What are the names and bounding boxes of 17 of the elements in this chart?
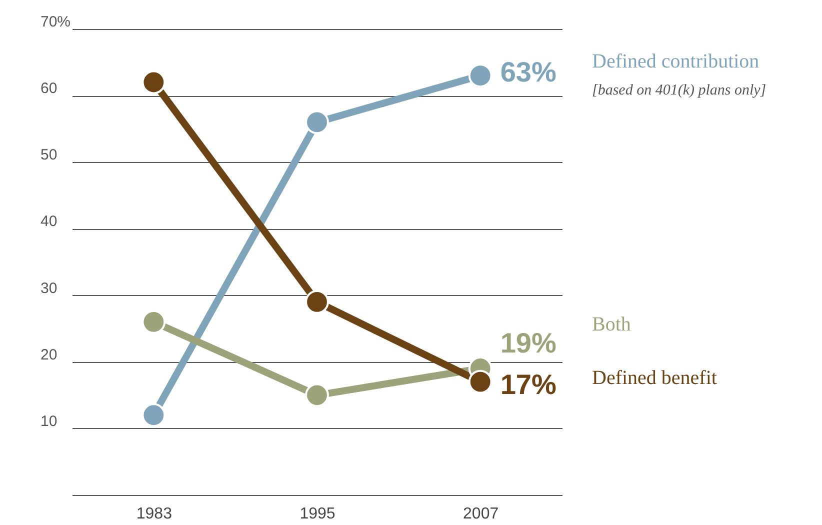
y-tick-label: 70% (40, 14, 71, 30)
y-tick-label: 40 (40, 213, 58, 230)
y-tick-label: 50 (40, 146, 58, 164)
y-tick-label: 20 (40, 346, 58, 364)
text: Both (592, 314, 631, 336)
text: Defined benefit (592, 366, 718, 389)
y-tick-label: 30 (40, 280, 58, 297)
x-tick-label: 1983 (136, 506, 172, 522)
data-label: 19% (500, 328, 556, 359)
data-label: 63% (500, 56, 556, 88)
text: [based on 401(k) plans only] (592, 82, 766, 99)
y-tick-label: 10 (40, 412, 58, 430)
x-tick-label: 1995 (300, 506, 336, 522)
x-tick-label: 2007 (463, 506, 499, 522)
data-label: 17% (500, 368, 556, 400)
text: Defined contribution (592, 50, 760, 73)
y-tick-label: 60 (40, 80, 58, 98)
